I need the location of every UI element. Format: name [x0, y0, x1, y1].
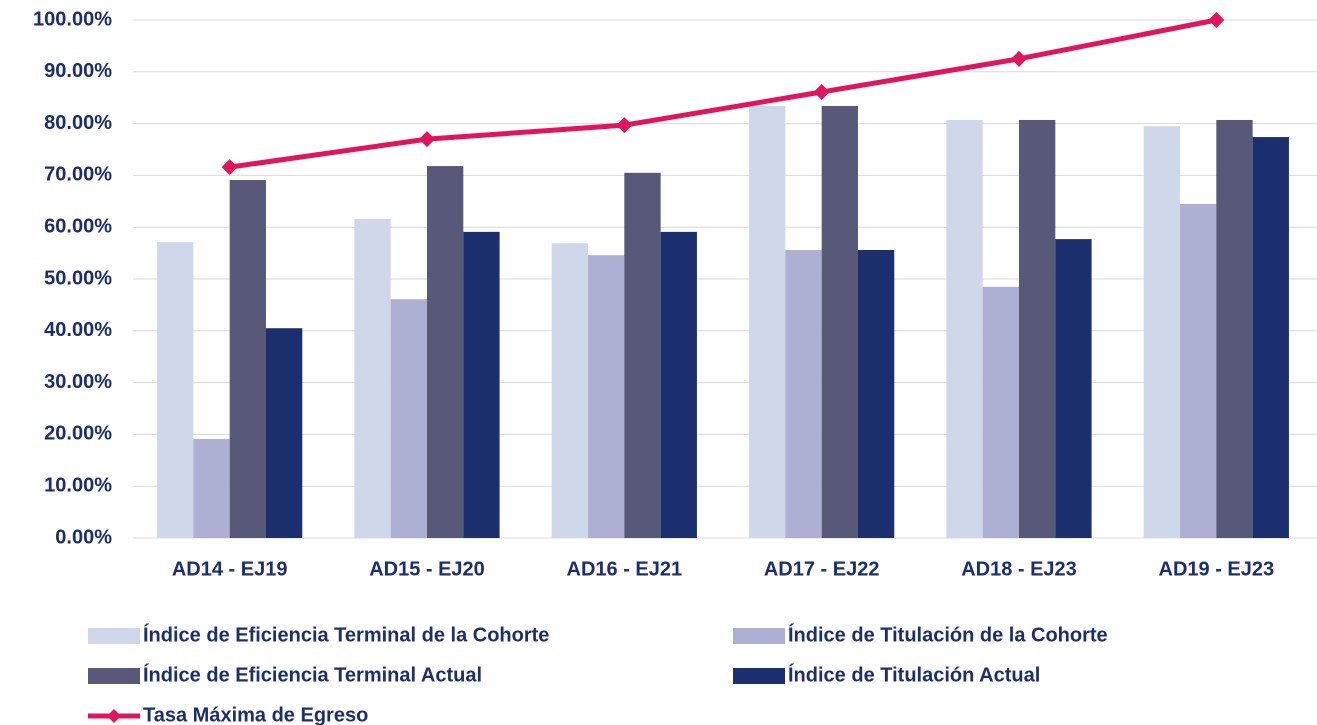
bar [193, 439, 230, 538]
legend-label: Índice de Titulación de la Cohorte [788, 623, 1108, 646]
legend-label: Índice de Titulación Actual [788, 663, 1040, 686]
bar [749, 105, 786, 538]
y-tick-label: 60.00% [44, 215, 112, 237]
y-tick-label: 90.00% [44, 60, 112, 82]
bar [785, 249, 822, 538]
bar [463, 231, 500, 538]
y-tick-label: 70.00% [44, 164, 112, 186]
legend-label: Índice de Eficiencia Terminal de la Coho… [143, 623, 549, 646]
bar [588, 255, 625, 538]
y-tick-label: 40.00% [44, 319, 112, 341]
y-tick-label: 20.00% [44, 423, 112, 445]
y-tick-label: 0.00% [55, 526, 112, 548]
line [229, 17, 1217, 170]
bar [229, 180, 266, 538]
line-marker [616, 117, 633, 134]
bar [157, 242, 194, 539]
y-tick-label: 80.00% [44, 112, 112, 134]
bar [624, 172, 661, 538]
legend-label: Índice de Eficiencia Terminal Actual [143, 663, 482, 686]
x-tick-label: AD14 - EJ19 [172, 558, 288, 580]
line-marker [1208, 12, 1225, 28]
legend-swatch [733, 628, 785, 644]
y-tick-label: 100.00% [33, 8, 112, 30]
legend-swatch [733, 668, 785, 684]
bar [1252, 137, 1289, 538]
bar [1143, 126, 1181, 538]
bar [551, 243, 589, 538]
x-tick-label: AD15 - EJ20 [369, 558, 485, 580]
x-tick-label: AD19 - EJ23 [1159, 558, 1275, 580]
x-tick-label: AD16 - EJ21 [567, 558, 683, 580]
bar [265, 328, 303, 538]
legend-marker [107, 709, 121, 723]
x-tick-label: AD18 - EJ23 [961, 558, 1077, 580]
y-tick-label: 30.00% [44, 371, 112, 393]
bar [857, 249, 895, 538]
bar [1055, 239, 1092, 538]
y-tick-label: 10.00% [44, 474, 112, 496]
legend-swatch [88, 628, 140, 644]
bar [946, 119, 983, 538]
bar [660, 231, 697, 538]
line-marker [419, 131, 435, 148]
legend-swatch [88, 668, 140, 684]
bar [1019, 119, 1056, 538]
y-tick-label: 50.00% [44, 267, 112, 289]
x-tick-label: AD17 - EJ22 [764, 558, 880, 580]
bar [390, 299, 427, 538]
bar [1180, 203, 1217, 538]
bar [427, 166, 464, 539]
bar [354, 218, 391, 539]
bar [982, 286, 1019, 538]
legend-label: Tasa Máxima de Egreso [143, 704, 368, 725]
line-marker [221, 159, 238, 176]
bar [1216, 119, 1253, 538]
line-marker [813, 84, 830, 101]
bar [821, 105, 858, 538]
line-marker [1011, 50, 1027, 67]
